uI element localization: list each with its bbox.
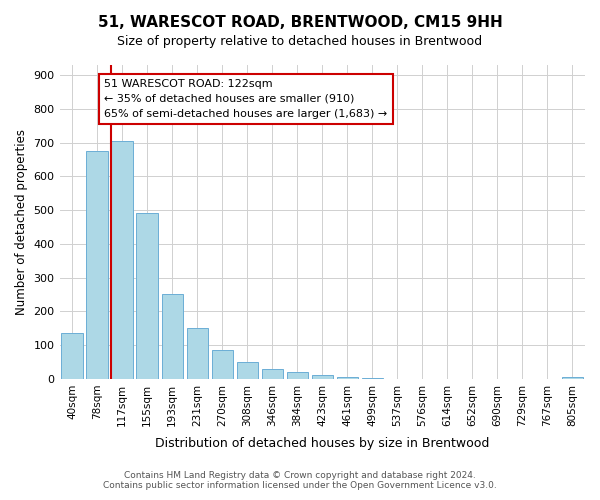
Bar [136, 213, 158, 379]
Text: Contains HM Land Registry data © Crown copyright and database right 2024.
Contai: Contains HM Land Registry data © Crown c… [103, 470, 497, 490]
Bar [562, 377, 583, 379]
Bar [112, 140, 133, 379]
Bar [311, 375, 333, 379]
Bar [262, 369, 283, 379]
X-axis label: Distribution of detached houses by size in Brentwood: Distribution of detached houses by size … [155, 437, 490, 450]
Bar [337, 377, 358, 379]
Bar [61, 332, 83, 379]
Bar [287, 372, 308, 379]
Text: 51, WARESCOT ROAD, BRENTWOOD, CM15 9HH: 51, WARESCOT ROAD, BRENTWOOD, CM15 9HH [98, 15, 502, 30]
Bar [362, 378, 383, 379]
Y-axis label: Number of detached properties: Number of detached properties [15, 129, 28, 315]
Bar [187, 328, 208, 379]
Text: Size of property relative to detached houses in Brentwood: Size of property relative to detached ho… [118, 35, 482, 48]
Bar [161, 294, 183, 379]
Bar [236, 362, 258, 379]
Text: 51 WARESCOT ROAD: 122sqm
← 35% of detached houses are smaller (910)
65% of semi-: 51 WARESCOT ROAD: 122sqm ← 35% of detach… [104, 79, 388, 118]
Bar [212, 350, 233, 379]
Bar [86, 151, 108, 379]
